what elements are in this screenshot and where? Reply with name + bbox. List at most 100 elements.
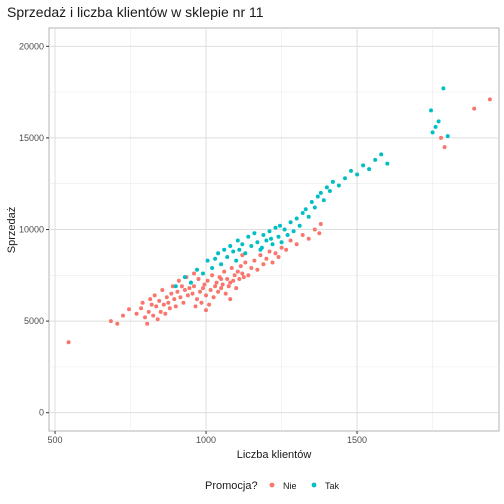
data-point-tak (213, 256, 218, 261)
data-point-nie (252, 258, 257, 263)
data-point-tak (355, 172, 360, 177)
data-point-nie (146, 309, 151, 314)
y-tick-label: 10000 (19, 225, 44, 235)
data-point-nie (170, 284, 175, 289)
data-point-nie (195, 297, 199, 302)
legend-marker-tak (311, 482, 317, 488)
data-point-nie (439, 135, 443, 140)
data-point-nie (219, 286, 224, 291)
data-point-nie (164, 295, 169, 300)
data-point-nie (306, 236, 311, 241)
data-point-nie (187, 286, 192, 291)
data-point-tak (430, 130, 435, 135)
data-point-nie (228, 297, 233, 302)
data-point-nie (284, 247, 289, 252)
data-point-tak (216, 251, 221, 256)
data-point-tak (219, 262, 224, 267)
data-point-nie (149, 302, 154, 307)
data-point-nie (255, 267, 260, 272)
data-point-nie (172, 297, 177, 302)
data-point-nie (152, 293, 157, 298)
data-point-nie (166, 300, 171, 305)
data-point-nie (258, 253, 263, 258)
data-point-nie (279, 245, 284, 250)
data-point-tak (327, 189, 332, 193)
chart-title: Sprzedaż i liczba klientów w sklepie nr … (7, 4, 264, 20)
data-point-nie (199, 300, 204, 305)
data-point-nie (193, 304, 198, 309)
data-point-nie (226, 284, 231, 289)
data-point-tak (273, 225, 278, 230)
data-point-nie (115, 321, 120, 326)
data-point-nie (175, 289, 180, 294)
data-point-tak (259, 245, 264, 250)
data-point-nie (173, 304, 178, 309)
x-tick-label: 500 (48, 435, 63, 445)
data-point-tak (279, 240, 284, 245)
data-point-tak (269, 236, 273, 241)
data-point-nie (167, 306, 172, 311)
data-point-tak (195, 267, 199, 272)
data-point-tak (318, 190, 323, 195)
data-point-tak (309, 200, 314, 204)
data-point-nie (198, 289, 202, 294)
data-point-tak (237, 247, 242, 252)
data-point-tak (243, 251, 248, 256)
data-point-nie (249, 266, 254, 270)
data-point-nie (211, 295, 216, 300)
data-point-nie (163, 311, 168, 316)
legend-label-nie: Nie (283, 481, 297, 491)
data-point-nie (235, 269, 240, 274)
y-axis-label: Sprzedaż (6, 207, 18, 253)
data-point-nie (294, 242, 299, 247)
data-point-tak (282, 227, 287, 232)
legend: Promocja? Nie Tak (205, 480, 340, 492)
data-point-tak (188, 280, 193, 285)
data-point-nie (213, 284, 218, 289)
data-point-tak (210, 266, 215, 270)
data-point-tak (300, 211, 305, 215)
data-point-tak (288, 220, 293, 225)
data-point-nie (276, 255, 281, 259)
data-point-nie (151, 313, 156, 318)
data-point-nie (246, 273, 251, 278)
data-point-tak (285, 233, 290, 237)
data-point-nie (472, 106, 477, 111)
data-point-nie (121, 313, 125, 318)
data-point-tak (306, 214, 311, 219)
y-tick-label: 20000 (19, 41, 44, 51)
data-point-tak (264, 238, 269, 243)
data-point-nie (225, 277, 230, 281)
x-tick-label: 1500 (347, 435, 367, 445)
data-point-tak (445, 134, 450, 139)
data-point-tak (429, 108, 433, 113)
data-point-nie (108, 319, 113, 324)
data-point-nie (192, 271, 196, 276)
data-point-nie (127, 307, 131, 312)
data-point-tak (297, 223, 302, 228)
legend-title: Promocja? (205, 480, 258, 492)
data-point-tak (294, 216, 299, 221)
data-point-nie (270, 260, 275, 265)
data-point-nie (317, 231, 322, 236)
data-point-tak (201, 271, 205, 276)
data-point-tak (330, 179, 335, 184)
data-point-nie (318, 222, 323, 226)
data-point-nie (204, 308, 208, 313)
data-point-nie (288, 238, 293, 243)
data-point-nie (161, 302, 166, 307)
data-point-nie (219, 277, 224, 281)
data-point-nie (231, 278, 236, 283)
data-point-tak (321, 198, 326, 203)
y-tick-label: 15000 (19, 133, 44, 143)
data-point-tak (222, 247, 227, 252)
data-point-nie (237, 277, 242, 281)
data-point-nie (240, 271, 245, 276)
data-point-nie (204, 293, 208, 298)
data-point-nie (261, 262, 266, 267)
data-point-tak (173, 284, 178, 289)
data-point-tak (270, 242, 275, 247)
data-point-tak (252, 231, 257, 236)
data-point-nie (205, 278, 210, 283)
